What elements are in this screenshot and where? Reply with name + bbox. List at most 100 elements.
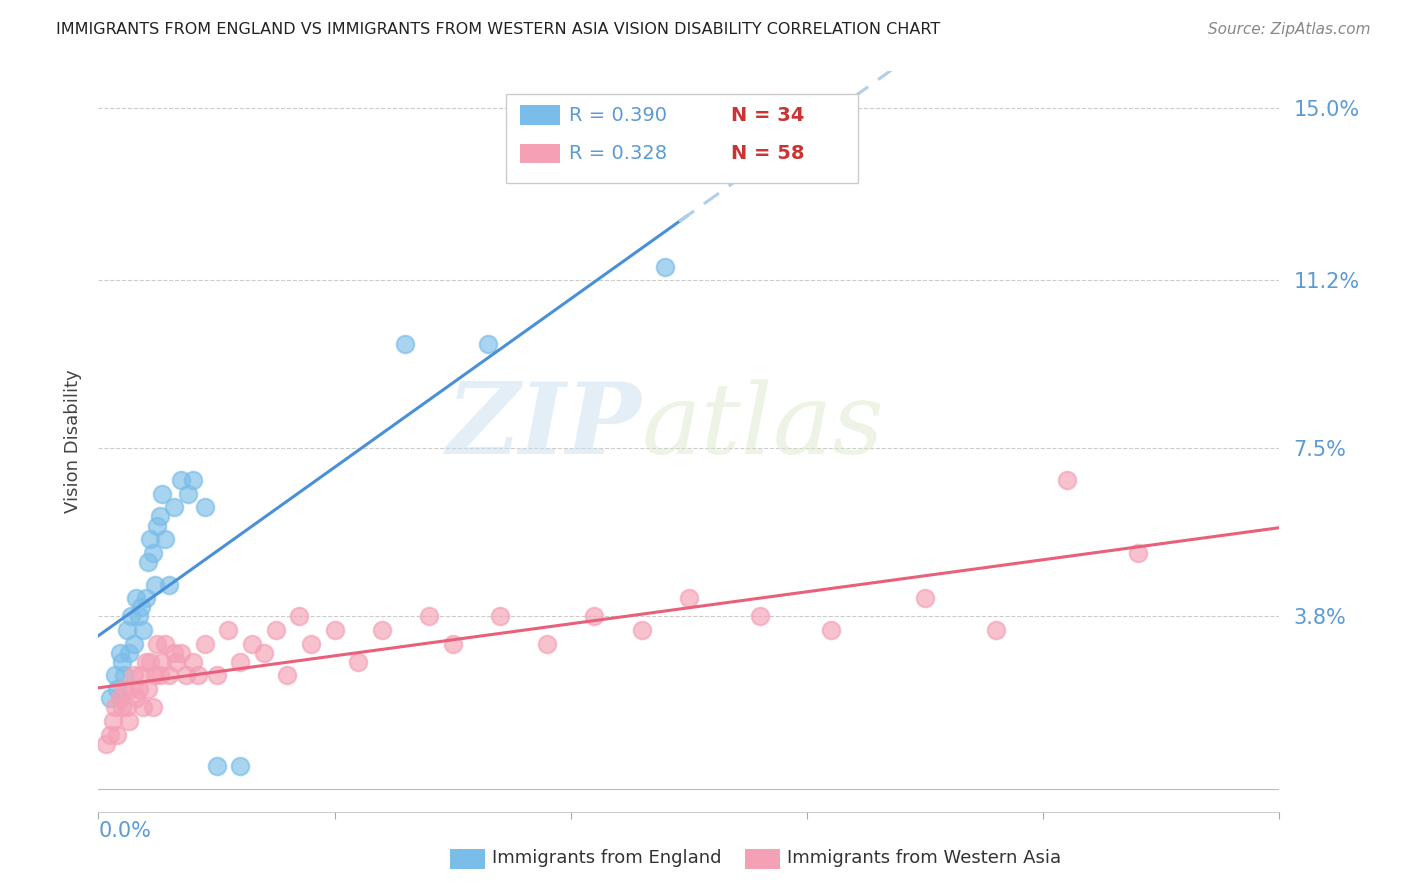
Point [654,260,676,274]
Point [347,655,370,669]
Point [187,668,209,682]
Point [136,682,159,697]
Point [229,655,252,669]
Point [914,591,936,606]
Text: N = 58: N = 58 [731,144,804,163]
Point [104,668,127,682]
Point [394,337,416,351]
Point [143,577,166,591]
Point [149,509,172,524]
Point [112,682,135,697]
Point [108,691,131,706]
Point [146,518,169,533]
Point [104,700,127,714]
Point [536,637,558,651]
Point [1126,546,1149,560]
Text: N = 34: N = 34 [731,105,804,125]
Point [371,623,394,637]
Point [177,487,200,501]
Point [163,500,186,515]
Point [157,577,180,591]
Point [253,646,276,660]
Point [678,591,700,606]
Text: IMMIGRANTS FROM ENGLAND VS IMMIGRANTS FROM WESTERN ASIA VISION DISABILITY CORREL: IMMIGRANTS FROM ENGLAND VS IMMIGRANTS FR… [56,22,941,37]
Point [418,609,440,624]
Text: Source: ZipAtlas.com: Source: ZipAtlas.com [1208,22,1371,37]
Point [105,727,128,741]
Text: Immigrants from Western Asia: Immigrants from Western Asia [787,849,1062,867]
Point [128,682,150,697]
Point [132,700,155,714]
Point [142,546,165,560]
Point [112,668,135,682]
Point [630,623,652,637]
Point [170,646,193,660]
Point [153,637,176,651]
Point [240,637,263,651]
Point [111,700,134,714]
Point [139,655,162,669]
Point [820,623,842,637]
Point [748,609,770,624]
Text: 0.0%: 0.0% [98,821,152,840]
Point [984,623,1007,637]
Point [205,759,228,773]
Point [217,623,239,637]
Text: atlas: atlas [641,379,884,475]
Point [194,500,217,515]
Point [136,555,159,569]
Text: R = 0.328: R = 0.328 [569,144,668,163]
Point [98,691,121,706]
Point [489,609,512,624]
Point [153,532,176,546]
Text: Immigrants from England: Immigrants from England [492,849,721,867]
Point [121,609,143,624]
Point [121,682,143,697]
Point [170,473,193,487]
Point [143,668,166,682]
Point [118,714,141,728]
Point [276,668,298,682]
Point [583,609,606,624]
Point [125,591,148,606]
Point [229,759,252,773]
Point [139,532,162,546]
Point [122,668,145,682]
Text: ZIP: ZIP [447,378,641,475]
Point [142,700,165,714]
Point [146,637,169,651]
Point [194,637,217,651]
Point [101,714,124,728]
Point [122,637,145,651]
Point [94,737,117,751]
Point [128,609,150,624]
Point [111,655,134,669]
Point [181,655,204,669]
Point [323,623,346,637]
Point [288,609,311,624]
Point [477,337,499,351]
Point [163,646,186,660]
Point [115,700,138,714]
Point [115,623,138,637]
Text: R = 0.390: R = 0.390 [569,105,668,125]
Point [165,655,187,669]
Point [125,691,148,706]
Point [174,668,197,682]
Point [150,487,173,501]
Point [129,600,152,615]
Point [181,473,204,487]
Y-axis label: Vision Disability: Vision Disability [63,369,82,514]
Point [135,655,157,669]
Point [150,655,173,669]
Point [264,623,287,637]
Point [1056,473,1078,487]
Point [105,682,128,697]
Point [129,668,152,682]
Point [441,637,464,651]
Point [135,591,157,606]
Point [108,646,131,660]
Point [299,637,322,651]
Point [149,668,172,682]
Point [205,668,228,682]
